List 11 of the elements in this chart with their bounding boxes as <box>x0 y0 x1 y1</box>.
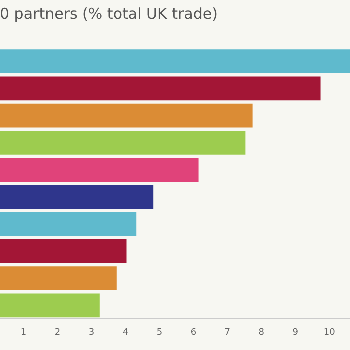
x-tick-label: 10 <box>324 328 336 338</box>
x-tick-label: 6 <box>190 328 197 338</box>
x-tick-label: 4 <box>122 328 129 338</box>
x-tick-label: 1 <box>20 328 27 338</box>
x-tick-label: 2 <box>54 328 61 338</box>
x-tick-label: 9 <box>292 328 299 338</box>
chart-title: 0 partners (% total UK trade) <box>0 4 218 23</box>
x-tick-label: 8 <box>258 328 265 338</box>
x-tick-label: 5 <box>156 328 163 338</box>
x-tick-label: 3 <box>88 328 95 338</box>
x-tick-label: 7 <box>224 328 231 338</box>
